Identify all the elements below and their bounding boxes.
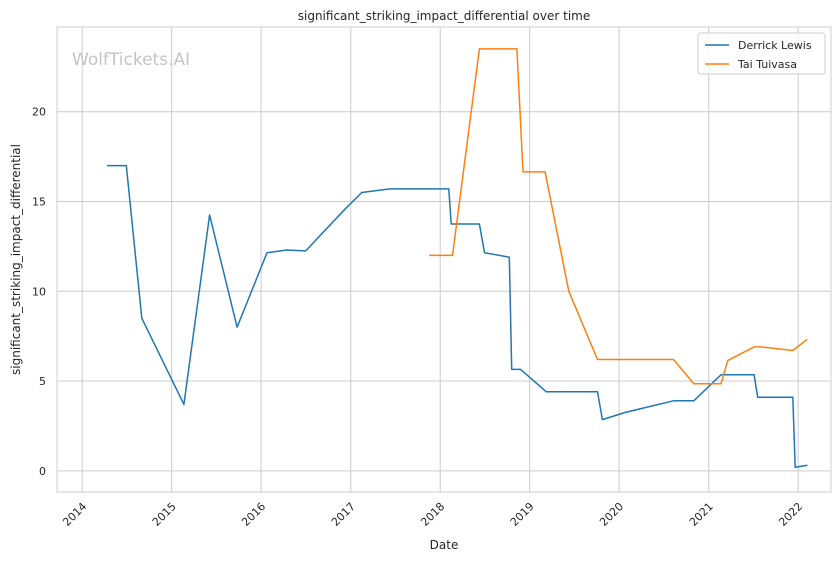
y-axis-ticks: 0 5 10 15 20 [32, 106, 46, 478]
y-tick-label: 5 [39, 375, 46, 388]
series-line-tai-tuivasa [429, 48, 808, 385]
y-tick-label: 20 [32, 106, 46, 119]
y-tick-label: 10 [32, 285, 46, 298]
x-axis-label: Date [430, 538, 459, 552]
chart-title: significant_striking_impact_differential… [298, 9, 590, 23]
series-line-derrick-lewis [106, 164, 808, 468]
plot-frame [56, 26, 832, 493]
legend-label: Derrick Lewis [738, 39, 812, 52]
watermark: WolfTickets.AI [72, 50, 190, 70]
y-tick-label: 0 [39, 465, 46, 478]
legend: Derrick Lewis Tai Tuivasa [697, 32, 826, 75]
y-tick-label: 15 [32, 196, 46, 209]
grid [57, 27, 831, 492]
legend-label: Tai Tuivasa [737, 58, 797, 71]
series-layer [106, 48, 808, 468]
y-axis-label: significant_striking_impact_differential [9, 144, 23, 375]
legend-box [697, 32, 826, 75]
